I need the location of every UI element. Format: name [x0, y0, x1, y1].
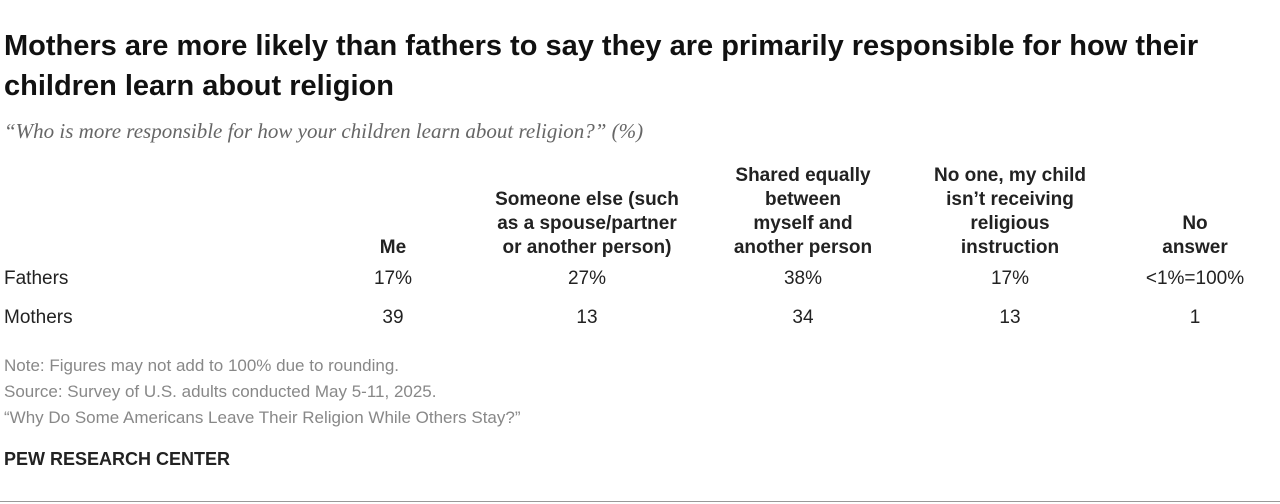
source: Source: Survey of U.S. adults conducted …	[4, 382, 437, 401]
table-cell: 1	[1189, 307, 1201, 328]
row-label: Fathers	[4, 268, 69, 289]
footer: PEW RESEARCH CENTER	[4, 449, 231, 469]
table-cell: <1%=100%	[1145, 268, 1245, 289]
column-header: Someone else (such as a spouse/partner o…	[495, 189, 679, 258]
table-cell: 13	[999, 307, 1021, 328]
table-cell: 13	[576, 307, 598, 328]
table-cell: 34	[792, 307, 814, 328]
column-header: Shared equally between myself and anothe…	[733, 165, 873, 258]
report-title: “Why Do Some Americans Leave Their Relig…	[4, 408, 521, 427]
column-header: Me	[379, 237, 407, 258]
column-header: No one, my child isn’t receiving religio…	[933, 165, 1087, 258]
bottom-rule	[0, 501, 1280, 502]
note: Note: Figures may not add to 100% due to…	[4, 356, 400, 375]
title: Mothers are more likely than fathers to …	[4, 30, 1199, 102]
table-cell: 39	[382, 307, 404, 328]
table-cell: 17%	[990, 268, 1030, 289]
column-header: No answer	[1162, 213, 1228, 258]
row-label: Mothers	[4, 307, 73, 328]
subtitle: “Who is more responsible for how your ch…	[4, 119, 644, 143]
table-cell: 17%	[373, 268, 413, 289]
table-cell: 38%	[783, 268, 823, 289]
table-cell: 27%	[567, 268, 607, 289]
